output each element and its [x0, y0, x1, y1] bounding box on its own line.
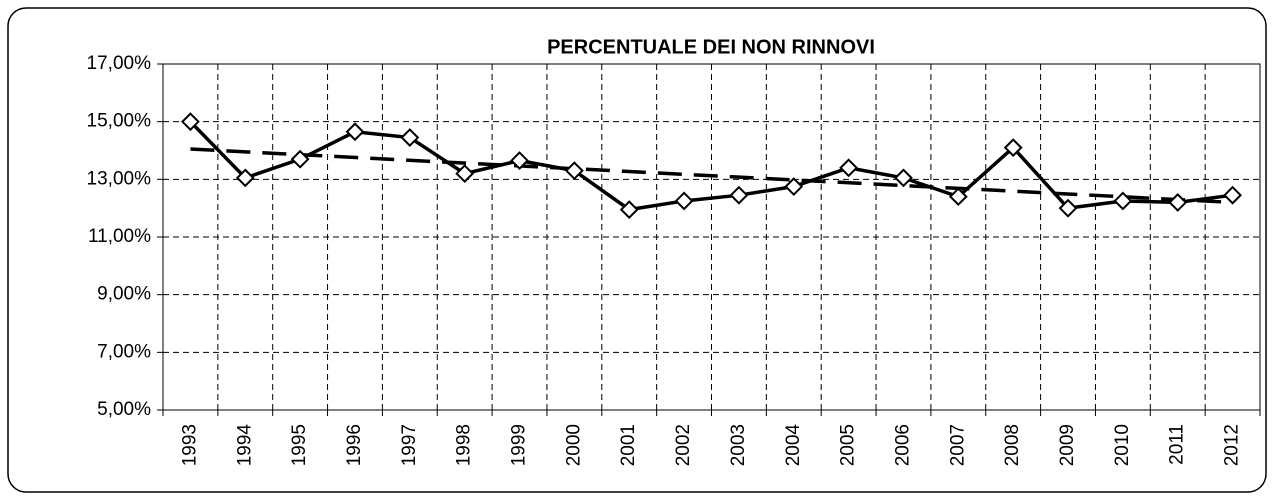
data-point: [181, 112, 200, 132]
data-point: [674, 191, 694, 211]
x-tick-label: 2003: [728, 424, 749, 466]
y-tick-label: 9,00%: [97, 284, 151, 305]
data-point: [1058, 198, 1078, 218]
x-tick-label: 1993: [179, 424, 200, 466]
chart-frame: [7, 7, 1267, 493]
data-point: [784, 177, 804, 196]
x-tick-label: 1995: [289, 424, 310, 466]
data-point: [290, 149, 310, 169]
data-point: [619, 200, 639, 220]
data-point: [235, 168, 255, 188]
data-point: [894, 168, 913, 188]
x-tick-label: 2007: [947, 424, 968, 466]
data-point: [564, 161, 584, 181]
x-tick-label: 1994: [234, 424, 255, 467]
data-point: [839, 158, 859, 178]
data-point: [400, 128, 420, 147]
y-tick-label: 17,00%: [87, 53, 152, 74]
data-point: [948, 187, 968, 207]
data-point: [1223, 185, 1242, 205]
x-tick-label: 2010: [1112, 424, 1133, 466]
data-point: [729, 185, 749, 205]
chart-title: PERCENTUALE DEI NON RINNOVI: [547, 36, 875, 58]
x-tick-label: 1996: [344, 424, 365, 466]
data-point: [1168, 192, 1188, 212]
y-tick-label: 5,00%: [97, 399, 151, 420]
y-tick-label: 7,00%: [97, 341, 151, 362]
data-point: [345, 122, 365, 142]
x-tick-label: 2006: [892, 424, 913, 466]
data-point: [1113, 191, 1133, 211]
x-tick-label: 2009: [1057, 424, 1078, 466]
x-tick-label: 2005: [838, 424, 859, 466]
x-tick-label: 2000: [563, 424, 584, 466]
x-tick-label: 2001: [618, 424, 639, 466]
trendline: [190, 147, 1233, 205]
x-tick-label: 1998: [454, 424, 475, 466]
x-tick-label: 2011: [1167, 424, 1188, 465]
data-point: [510, 151, 529, 171]
data-point: [1003, 138, 1023, 158]
x-tick-label: 2002: [673, 424, 694, 466]
x-tick-label: 2004: [783, 424, 804, 467]
y-tick-label: 13,00%: [87, 168, 152, 189]
data-line: [189, 120, 1233, 212]
x-tick-label: 2008: [1002, 424, 1023, 466]
x-tick-label: 1999: [509, 424, 530, 466]
x-tick-label: 1997: [399, 424, 420, 466]
x-tick-label: 2012: [1222, 424, 1243, 466]
y-tick-label: 11,00%: [88, 226, 151, 247]
data-point: [455, 164, 475, 183]
y-tick-label: 15,00%: [87, 111, 152, 132]
